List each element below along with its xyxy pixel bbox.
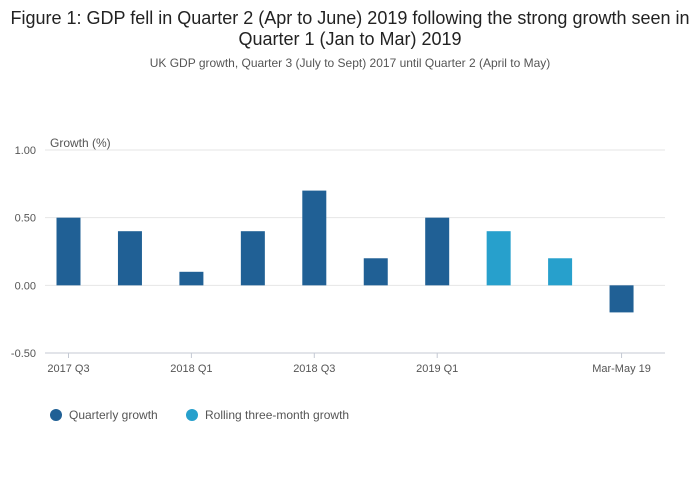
y-tick-label: 0.00	[15, 280, 36, 292]
bar	[117, 231, 142, 286]
rolling-swatch-icon	[186, 409, 198, 421]
x-tick-label: 2018 Q1	[170, 363, 212, 375]
bar	[548, 258, 573, 286]
bar	[179, 271, 204, 286]
bar	[609, 285, 634, 313]
bar	[302, 190, 327, 286]
y-tick-label: 0.50	[15, 213, 36, 225]
quarterly-swatch-icon	[50, 409, 62, 421]
bar	[425, 217, 450, 286]
chart-subtitle: UK GDP growth, Quarter 3 (July to Sept) …	[149, 56, 551, 70]
bar	[486, 231, 511, 286]
chart-title: Figure 1: GDP fell in Quarter 2 (Apr to …	[10, 8, 690, 49]
legend-item-quarterly[interactable]: Quarterly growth	[50, 408, 158, 422]
x-tick-label: 2017 Q3	[47, 363, 89, 375]
bar	[363, 258, 388, 286]
y-tick-label: -0.50	[11, 348, 36, 360]
y-axis-label: Growth (%)	[50, 136, 111, 150]
legend-label-quarterly: Quarterly growth	[69, 408, 158, 422]
x-tick-label: Mar-May 19	[592, 363, 651, 375]
y-tick-label: 1.00	[15, 145, 36, 157]
x-tick-label: 2018 Q3	[293, 363, 335, 375]
bar	[240, 231, 265, 286]
legend-item-rolling[interactable]: Rolling three-month growth	[186, 408, 349, 422]
bar	[56, 217, 81, 286]
x-tick-label: 2019 Q1	[416, 363, 458, 375]
legend-label-rolling: Rolling three-month growth	[205, 408, 350, 422]
